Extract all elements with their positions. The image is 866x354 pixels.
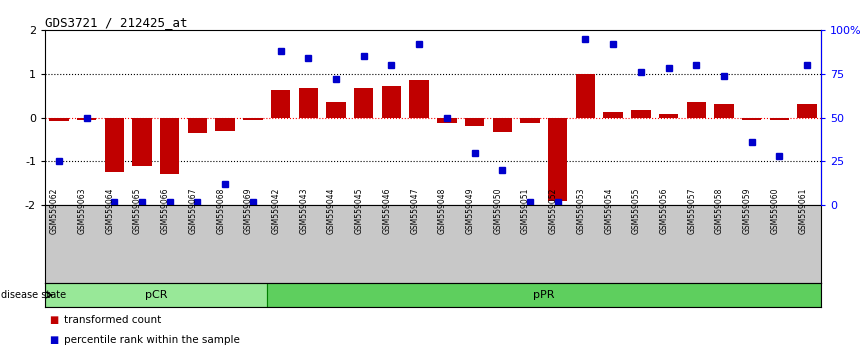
Text: percentile rank within the sample: percentile rank within the sample bbox=[64, 335, 240, 345]
Text: GSM559068: GSM559068 bbox=[216, 188, 225, 234]
Text: transformed count: transformed count bbox=[64, 315, 161, 325]
Bar bbox=[576, 74, 595, 118]
Text: GSM559062: GSM559062 bbox=[50, 188, 59, 234]
Bar bbox=[77, 118, 96, 120]
Bar bbox=[188, 118, 207, 133]
Text: GSM559049: GSM559049 bbox=[466, 188, 475, 234]
Bar bbox=[659, 114, 678, 118]
Text: GSM559042: GSM559042 bbox=[272, 188, 281, 234]
Bar bbox=[770, 118, 789, 120]
Bar bbox=[604, 112, 623, 118]
Text: GSM559064: GSM559064 bbox=[106, 188, 114, 234]
Text: GSM559047: GSM559047 bbox=[410, 188, 419, 234]
Bar bbox=[299, 88, 318, 118]
Bar bbox=[465, 118, 484, 126]
Text: ■: ■ bbox=[49, 315, 59, 325]
Text: disease state: disease state bbox=[1, 290, 66, 300]
Text: ■: ■ bbox=[49, 335, 59, 345]
Bar bbox=[354, 88, 373, 118]
Bar bbox=[798, 104, 817, 118]
Text: GSM559052: GSM559052 bbox=[549, 188, 558, 234]
Bar bbox=[105, 118, 124, 172]
Text: GSM559055: GSM559055 bbox=[632, 188, 641, 234]
Bar bbox=[267, 283, 821, 307]
Bar bbox=[49, 118, 68, 121]
Bar bbox=[714, 104, 734, 118]
Text: GSM559050: GSM559050 bbox=[494, 188, 502, 234]
Text: GDS3721 / 212425_at: GDS3721 / 212425_at bbox=[45, 16, 188, 29]
Bar bbox=[132, 118, 152, 166]
Bar bbox=[520, 118, 540, 123]
Text: GSM559067: GSM559067 bbox=[189, 188, 197, 234]
Text: GSM559053: GSM559053 bbox=[577, 188, 585, 234]
Bar bbox=[160, 118, 179, 175]
Text: GSM559058: GSM559058 bbox=[715, 188, 724, 234]
Bar bbox=[410, 80, 429, 118]
Text: GSM559046: GSM559046 bbox=[383, 188, 391, 234]
Text: pPR: pPR bbox=[533, 290, 554, 300]
Text: GSM559043: GSM559043 bbox=[300, 188, 308, 234]
Bar bbox=[742, 118, 761, 120]
Text: GSM559061: GSM559061 bbox=[798, 188, 807, 234]
Text: GSM559044: GSM559044 bbox=[327, 188, 336, 234]
Text: GSM559066: GSM559066 bbox=[161, 188, 170, 234]
Bar bbox=[271, 90, 290, 118]
Bar bbox=[382, 86, 401, 118]
Text: GSM559060: GSM559060 bbox=[771, 188, 779, 234]
Text: GSM559054: GSM559054 bbox=[604, 188, 613, 234]
Text: GSM559057: GSM559057 bbox=[688, 188, 696, 234]
Bar bbox=[216, 118, 235, 131]
Bar bbox=[548, 118, 567, 201]
Bar bbox=[493, 118, 512, 131]
Text: GSM559048: GSM559048 bbox=[438, 188, 447, 234]
Text: GSM559063: GSM559063 bbox=[78, 188, 87, 234]
Text: pCR: pCR bbox=[145, 290, 167, 300]
Bar bbox=[631, 110, 650, 118]
Text: GSM559069: GSM559069 bbox=[244, 188, 253, 234]
Text: GSM559056: GSM559056 bbox=[660, 188, 669, 234]
Text: GSM559065: GSM559065 bbox=[133, 188, 142, 234]
Bar bbox=[326, 102, 346, 118]
Text: GSM559045: GSM559045 bbox=[355, 188, 364, 234]
Bar bbox=[687, 102, 706, 118]
Bar bbox=[45, 283, 267, 307]
Bar bbox=[243, 118, 262, 120]
Text: GSM559051: GSM559051 bbox=[521, 188, 530, 234]
Bar bbox=[437, 118, 456, 123]
Text: GSM559059: GSM559059 bbox=[743, 188, 752, 234]
